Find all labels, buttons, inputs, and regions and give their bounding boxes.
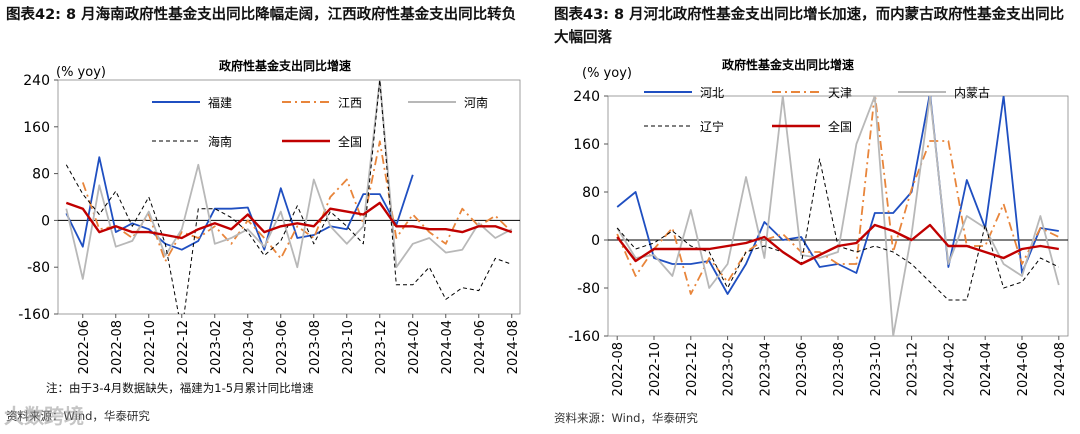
left-chart-title: 图表42: 8 月海南政府性基金支出同比降幅走阔，江西政府性基金支出同比转负 <box>6 7 517 23</box>
chart-title: 政府性基金支出同比增速 <box>219 58 351 73</box>
y-tick-label: 240 <box>23 73 50 89</box>
legend-label-3: 辽宁 <box>700 119 724 134</box>
y-tick-label: -80 <box>27 260 50 276</box>
x-tick-label: 2023-08 <box>308 320 323 374</box>
left-line-chart: 240 160 80 0 -80 -160 (% yoy) 政府性基金支出同比增速 2022-0… <box>18 58 521 374</box>
y-tick-label: 80 <box>32 167 50 183</box>
x-tick-label: 2023-04 <box>758 342 773 396</box>
legend-label-4: 全国 <box>828 119 852 134</box>
y-tick-label: 160 <box>23 120 50 136</box>
plot-frame <box>57 79 521 315</box>
x-tick-label: 2023-08 <box>832 342 847 396</box>
series-line-1 <box>81 140 513 263</box>
x-tick-label: 2023-10 <box>869 342 884 396</box>
right-line-chart: 240 160 80 0 -80 -160 (% yoy) 政府性基金支出同比增速 2022-0… <box>568 57 1069 396</box>
legend-label-1: 天津 <box>828 86 852 100</box>
x-tick-label: 2024-04 <box>979 342 994 396</box>
legend-label-4: 全国 <box>338 134 362 149</box>
legend-label-1: 江西 <box>338 96 362 110</box>
series-lines <box>616 96 1060 336</box>
y-axis-label: (% yoy) <box>56 65 106 80</box>
x-tick-label: 2022-08 <box>110 320 125 374</box>
series-line-4 <box>616 223 1059 266</box>
right-chart-panel: 图表43: 8 月河北政府性基金支出同比增长加速，而内蒙古政府性基金支出同比大幅… <box>548 0 1080 434</box>
x-tick-label: 2023-12 <box>906 342 921 396</box>
x-tick-label: 2023-12 <box>374 320 389 374</box>
left-chart-panel: 图表42: 8 月海南政府性基金支出同比降幅走阔，江西政府性基金支出同比转负 2… <box>0 0 530 434</box>
x-tick-label: 2022-12 <box>685 342 700 396</box>
legend-label-0: 河北 <box>700 86 724 100</box>
x-tick-label: 2023-02 <box>209 320 224 374</box>
y-tick-label: 160 <box>573 137 600 153</box>
x-tick-label: 2024-02 <box>407 320 422 374</box>
y-tick-label: -160 <box>568 329 600 345</box>
legend-label-0: 福建 <box>208 95 232 110</box>
x-tick-label: 2024-08 <box>1053 342 1068 396</box>
series-line-3 <box>65 80 512 314</box>
x-tick-label: 2023-10 <box>341 320 356 374</box>
left-chart-note: 注：由于3-4月数据缺失，福建为1-5月累计同比增速 <box>46 381 314 395</box>
y-tick-label: 240 <box>573 89 600 105</box>
watermark-logo: 大数跨境 <box>4 404 84 428</box>
right-chart-source: 资料来源：Wind，华泰研究 <box>554 411 698 425</box>
y-tick-label: -80 <box>577 281 600 297</box>
x-tick-label: 2024-02 <box>942 342 957 396</box>
x-tick-label: 2023-04 <box>242 320 257 374</box>
left-chart-source: 资料来源：Wind，华泰研究 <box>6 409 150 423</box>
x-tick-label: 2024-08 <box>506 320 521 374</box>
legend-label-2: 内蒙古 <box>954 85 990 100</box>
y-tick-label: -160 <box>18 307 50 323</box>
x-tick-label: 2024-06 <box>473 320 488 374</box>
x-tick-label: 2023-06 <box>275 320 290 374</box>
legend-label-3: 海南 <box>208 134 232 149</box>
x-tick-label: 2024-04 <box>440 320 455 374</box>
x-tick-label: 2022-06 <box>77 320 92 374</box>
series-line-2 <box>65 80 513 280</box>
right-chart-title: 图表43: 8 月河北政府性基金支出同比增长加速，而内蒙古政府性基金支出同比大幅… <box>554 7 1065 46</box>
chart-title: 政府性基金支出同比增速 <box>722 57 854 72</box>
legend-label-2: 河南 <box>464 95 488 110</box>
x-tick-label: 2022-10 <box>143 320 158 374</box>
x-tick-label: 2023-06 <box>795 342 810 396</box>
series-line-2 <box>616 96 1060 336</box>
y-axis-label: (% yoy) <box>582 66 632 81</box>
y-tick-label: 80 <box>582 185 600 201</box>
series-line-1 <box>616 96 1060 295</box>
y-tick-label: 0 <box>41 213 50 229</box>
x-tick-label: 2022-12 <box>176 320 191 374</box>
series-line-4 <box>65 201 513 240</box>
series-lines <box>65 80 513 314</box>
y-tick-label: 0 <box>591 233 600 249</box>
x-tick-label: 2022-08 <box>611 342 626 396</box>
x-tick-label: 2023-02 <box>722 342 737 396</box>
x-tick-label: 2022-10 <box>648 342 663 396</box>
x-tick-label: 2024-06 <box>1016 342 1031 396</box>
